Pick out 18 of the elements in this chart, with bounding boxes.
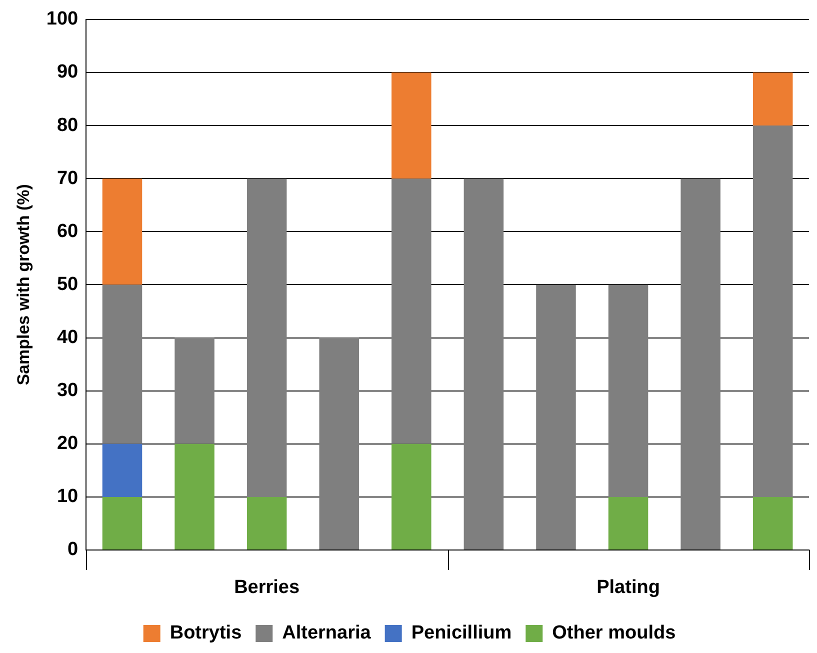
y-tick-label: 90 [56, 62, 78, 83]
y-tick-label: 40 [56, 326, 78, 348]
text: Plating [596, 577, 660, 598]
y-axis-title: Samples with growth (%) [14, 184, 33, 386]
y-tick-label: 60 [56, 220, 78, 242]
y-tick-label: 80 [56, 114, 78, 136]
y-tick-label: 30 [56, 380, 78, 402]
legend-label: Botrytis [170, 622, 242, 644]
y-tick-label: 50 [56, 274, 78, 295]
legend-label: Penicillium [411, 622, 512, 644]
text: Berries [234, 577, 300, 598]
y-tick-label: 0 [68, 539, 78, 560]
y-tick-label: 70 [56, 168, 78, 189]
y-tick-label: 20 [56, 433, 78, 454]
legend-label: Alternaria [282, 622, 372, 644]
y-tick-label: 10 [56, 486, 78, 508]
y-tick-label: 100 [46, 8, 78, 30]
legend-label: Other moulds [552, 622, 676, 644]
